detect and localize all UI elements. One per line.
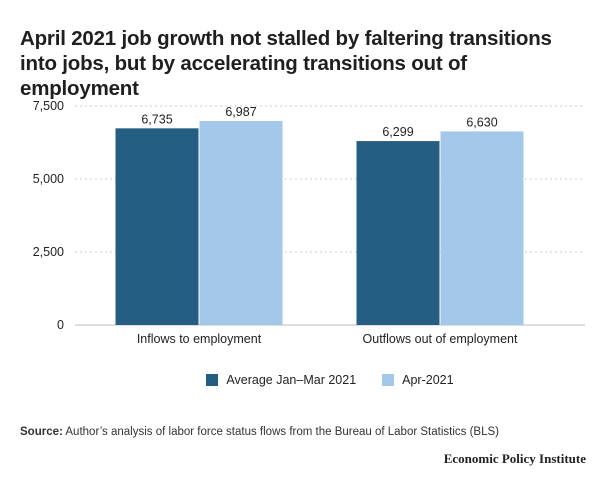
bar-chart: 0 2,500 5,000 7,500 6,735 6,987 Inflows to emp… xyxy=(33,99,585,346)
legend-item-series-1: Average Jan–Mar 2021 xyxy=(206,373,356,387)
bar xyxy=(115,128,199,325)
source-note: Source: Author’s analysis of labor force… xyxy=(20,426,590,438)
data-label: 6,299 xyxy=(382,125,413,139)
legend-label-series-2: Apr-2021 xyxy=(402,373,454,387)
legend-label-series-1: Average Jan–Mar 2021 xyxy=(226,373,357,387)
source-label: Source: xyxy=(20,426,63,438)
bar xyxy=(356,141,440,325)
chart-title: April 2021 job growth not stalled by fal… xyxy=(20,27,552,100)
y-tick-label: 7,500 xyxy=(33,99,64,113)
y-tick-label: 2,500 xyxy=(33,245,64,259)
data-label: 6,630 xyxy=(466,115,497,129)
footer-divider xyxy=(0,445,600,446)
legend-swatch-series-1 xyxy=(206,374,219,386)
bar xyxy=(199,120,283,325)
source-text: Author’s analysis of labor force status … xyxy=(65,426,499,438)
y-tick-label: 5,000 xyxy=(33,172,64,186)
x-category-label: Outflows out of employment xyxy=(363,332,518,346)
brand-logo-text: Economic Policy Institute xyxy=(443,451,586,466)
data-label: 6,987 xyxy=(225,105,256,119)
bar xyxy=(440,131,524,325)
x-category-label: Inflows to employment xyxy=(137,332,262,346)
legend-swatch-series-2 xyxy=(382,374,395,386)
chart-legend: Average Jan–Mar 2021 Apr-2021 xyxy=(0,373,600,387)
legend-item-series-2: Apr-2021 xyxy=(382,373,454,387)
y-tick-label: 0 xyxy=(57,318,64,332)
data-label: 6,735 xyxy=(141,112,172,126)
